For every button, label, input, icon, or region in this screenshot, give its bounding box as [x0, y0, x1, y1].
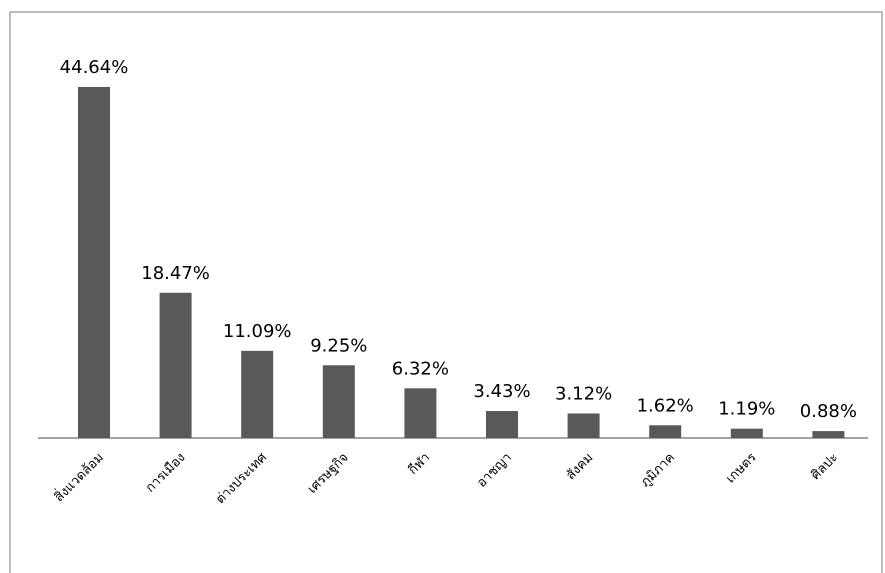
value-label: 9.25% — [310, 335, 367, 356]
x-tick-label: กีฬา — [405, 450, 433, 478]
bar — [78, 87, 110, 438]
bar — [730, 428, 763, 438]
x-tick-label: สังคม — [564, 450, 597, 483]
value-label: 6.32% — [392, 358, 449, 379]
bar — [567, 413, 600, 438]
x-tick-label: ภูมิภาค — [638, 450, 678, 490]
x-tick-label: ศิลปะ — [808, 450, 841, 483]
bar — [322, 365, 355, 438]
value-label: 3.12% — [555, 383, 612, 404]
bar — [241, 350, 274, 438]
x-tick-label: ต่างประเทศ — [213, 450, 271, 508]
value-label: 1.62% — [637, 395, 694, 416]
x-tick-label: เศรษฐกิจ — [305, 450, 352, 497]
x-tick-label: การเมือง — [142, 450, 188, 496]
bar — [159, 292, 192, 438]
x-tick-label: เกษตร — [723, 450, 759, 486]
x-tick-label: อาชญา — [474, 450, 515, 491]
bar — [812, 431, 845, 438]
value-label: 0.88% — [800, 401, 857, 422]
value-label: 44.64% — [60, 57, 129, 78]
value-label: 18.47% — [141, 263, 210, 284]
bar — [486, 411, 518, 438]
chart-border — [9, 11, 883, 573]
x-tick-label: สิ่งแวดล้อม — [50, 449, 106, 505]
value-label: 3.43% — [473, 381, 530, 402]
bar — [404, 388, 437, 438]
value-label: 1.19% — [718, 399, 775, 420]
value-label: 11.09% — [223, 321, 292, 342]
bar — [649, 425, 682, 438]
